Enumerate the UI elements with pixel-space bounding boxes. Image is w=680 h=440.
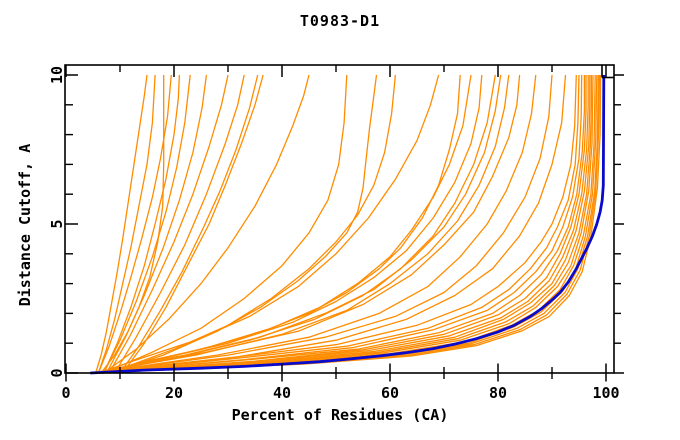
model-curve [90,75,587,374]
model-curve [90,74,598,374]
model-curve [108,74,397,374]
x-tick-label: 20 [164,384,184,402]
model-curve [105,74,208,374]
model-curve [103,74,348,374]
model-curve [95,74,148,374]
model-curve [90,74,567,374]
x-tick-label: 100 [592,384,620,402]
x-tick-label: 0 [61,384,71,402]
model-curve [90,75,591,374]
model-curve [92,74,496,374]
model-curve [90,74,583,374]
plot-border [64,64,615,374]
x-axis-label: Percent of Residues (CA) [231,406,449,424]
x-tick-label: 40 [272,384,292,402]
model-curve [122,74,264,374]
model-curve [100,75,165,374]
model-curve [103,74,310,374]
model-curve [90,74,601,374]
model-curve [108,74,229,374]
y-tick-label: 0 [48,368,66,378]
model-curve [108,74,378,374]
model-curve [119,74,259,374]
model-curve [90,74,577,374]
highlighted-curve [90,74,606,375]
model-curve [103,74,181,374]
model-curve [90,74,580,374]
model-curve [92,74,553,374]
model-curve [114,74,245,374]
model-curve [95,74,483,374]
model-curve [90,74,594,374]
model-curve [90,74,596,374]
model-curve [97,74,156,374]
model-curve [98,74,461,374]
model-curve [90,75,589,374]
model-curve [90,74,602,374]
model-curve [92,74,537,374]
model-curve [92,74,510,374]
y-tick-label: 5 [48,219,66,229]
model-curve [97,74,172,374]
model-curve [90,75,593,374]
x-tick-label: 60 [380,384,400,402]
x-tick-label: 80 [488,384,508,402]
y-tick-label: 10 [48,65,66,85]
model-curve [90,75,586,374]
model-curve [103,74,191,374]
model-curve [98,74,440,374]
chart-title: T0983-D1 [299,12,381,30]
